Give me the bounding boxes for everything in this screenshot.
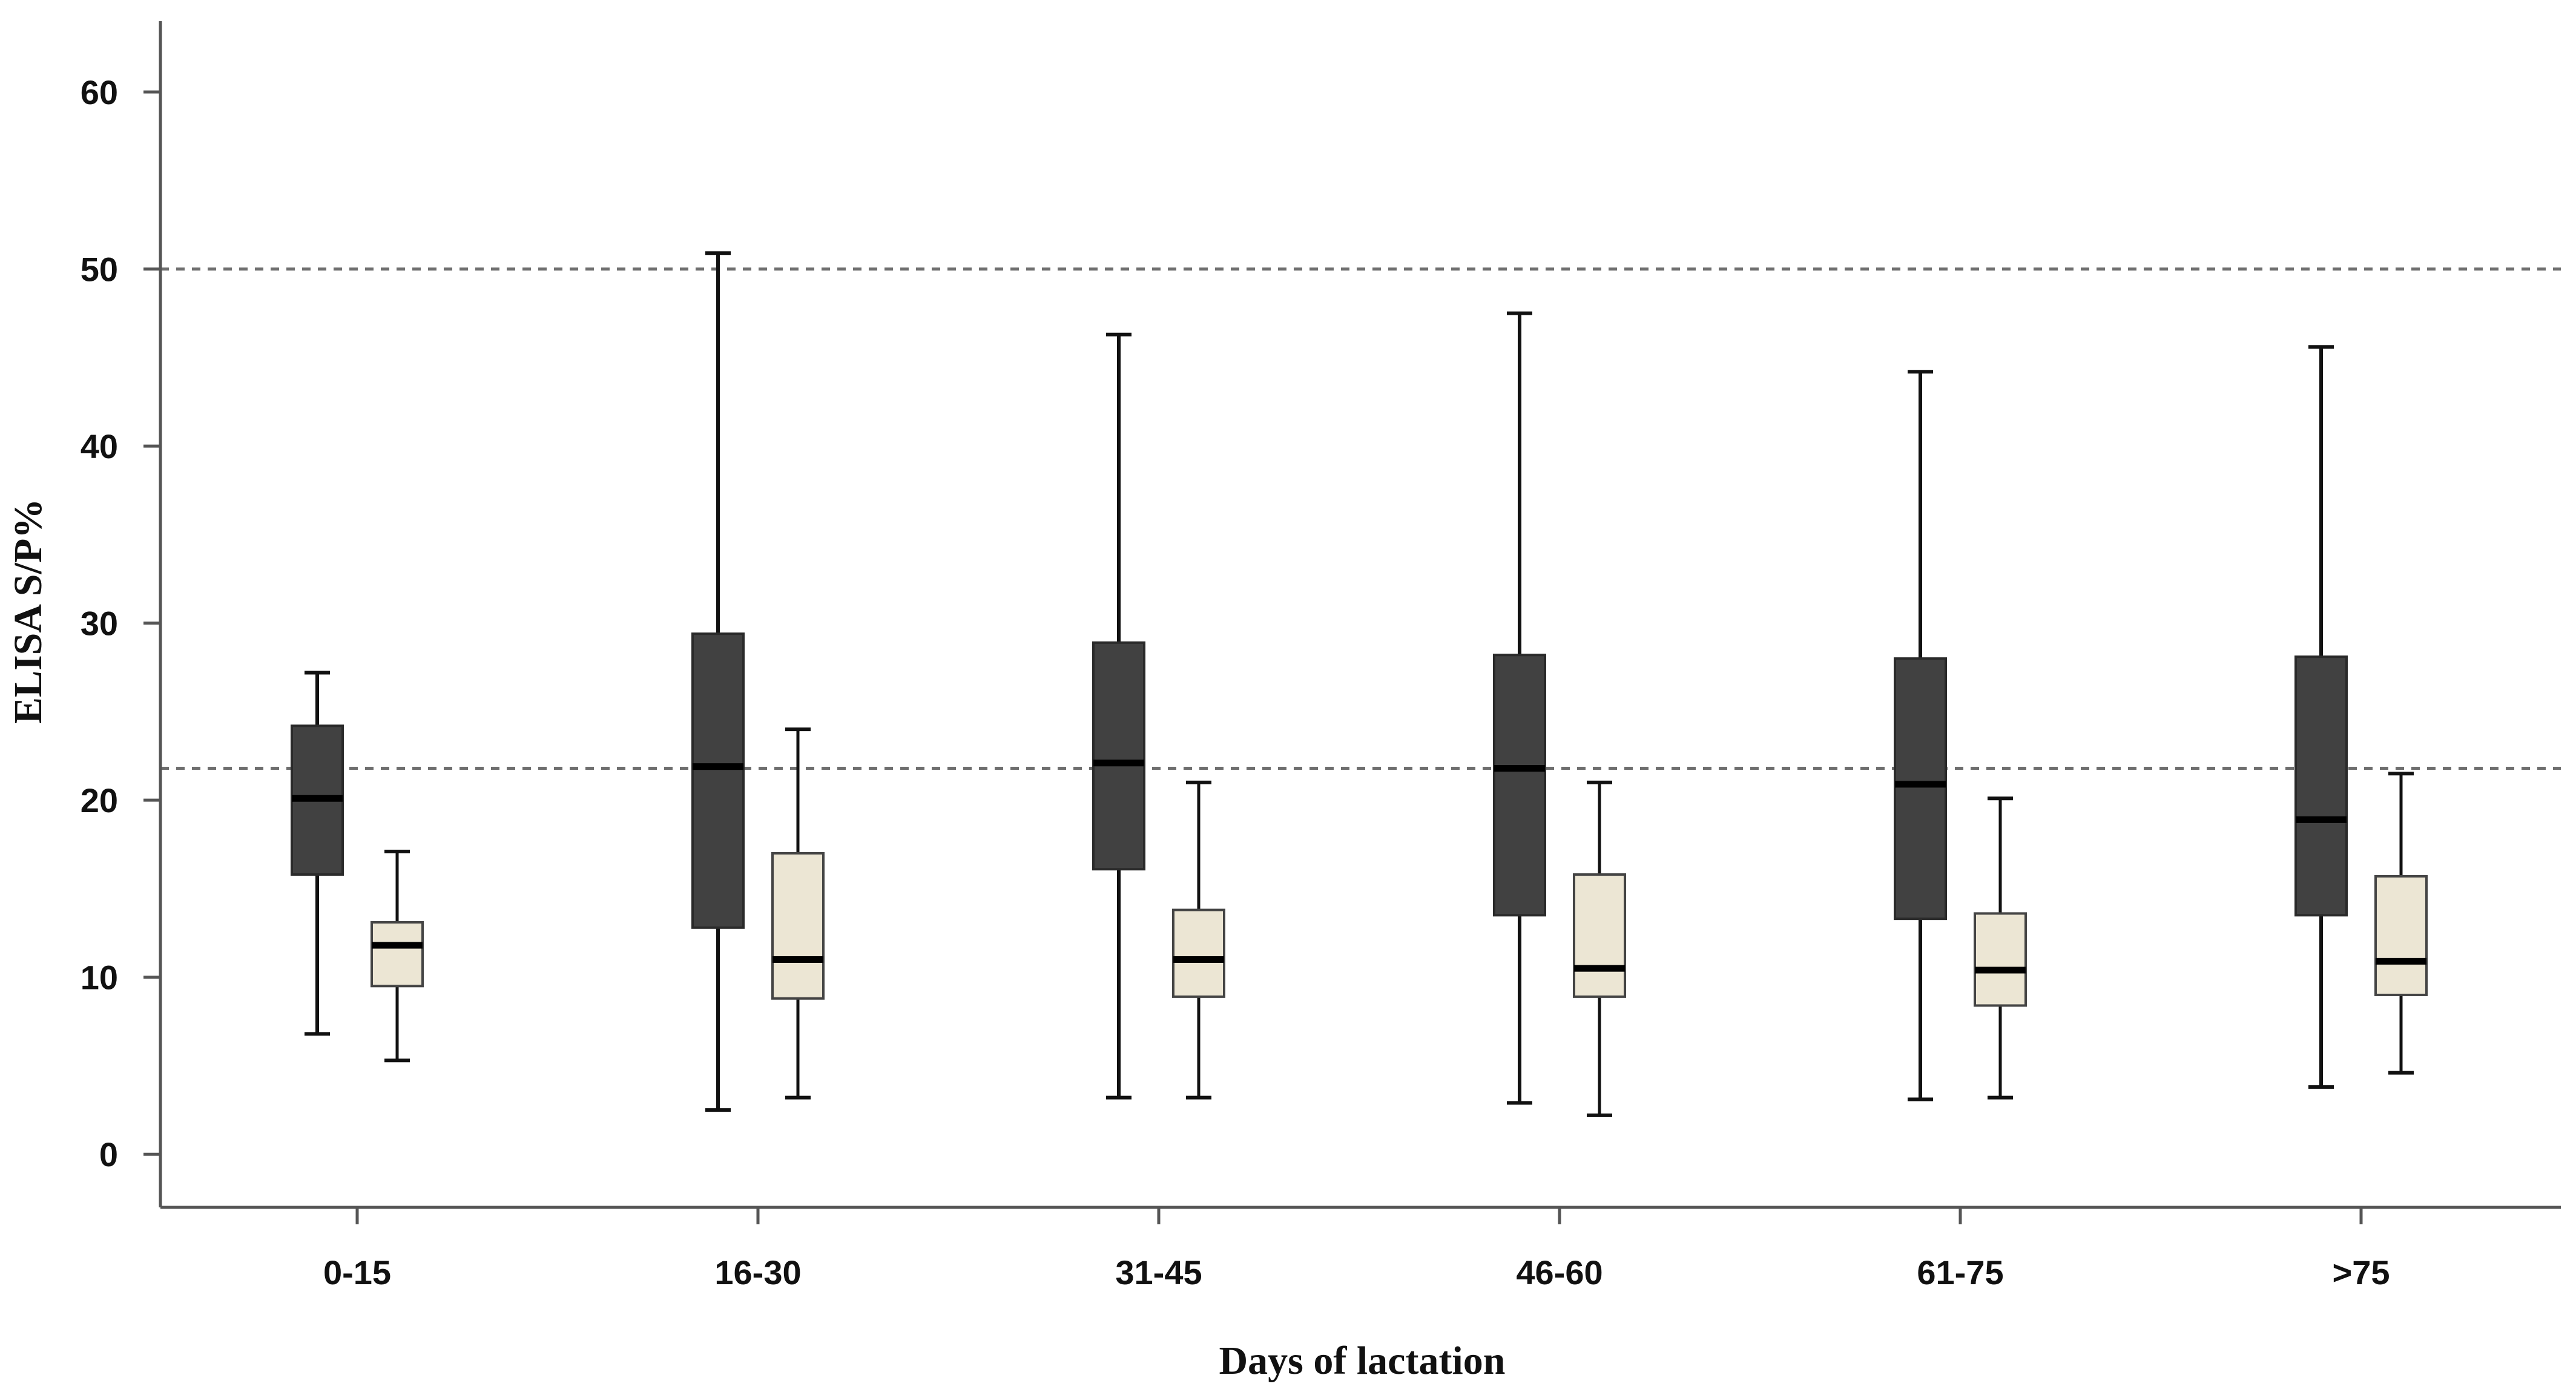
box-iqr — [1974, 912, 2027, 1007]
x-tick-label: 31-45 — [1115, 1253, 1202, 1291]
y-tick-label: 50 — [81, 251, 118, 289]
box-dark-3 — [1493, 311, 1546, 1105]
x-tick-label: 16-30 — [714, 1253, 801, 1291]
box-dark-4 — [1894, 370, 1947, 1101]
box-dark-5 — [2294, 345, 2348, 1089]
box-iqr — [1573, 873, 1626, 998]
box-light-1 — [771, 727, 825, 1100]
box-light-2 — [1172, 780, 1225, 1100]
box-iqr — [2294, 655, 2348, 917]
x-tick-label: 0-15 — [323, 1253, 391, 1291]
y-tick-label: 10 — [81, 959, 118, 997]
box-iqr — [1172, 908, 1225, 998]
y-tick-label: 0 — [99, 1135, 118, 1173]
box-dark-2 — [1092, 332, 1145, 1100]
box-iqr — [1493, 654, 1546, 917]
box-iqr — [1092, 641, 1145, 871]
y-tick-label: 30 — [81, 605, 118, 643]
box-iqr — [371, 921, 424, 988]
box-iqr — [771, 852, 825, 1000]
y-axis-title: ELISA S/P% — [6, 499, 50, 724]
box-dark-1 — [691, 251, 745, 1112]
box-light-0 — [371, 850, 424, 1063]
box-iqr — [691, 632, 745, 929]
x-tick-label: 46-60 — [1516, 1253, 1603, 1291]
x-tick-label: >75 — [2333, 1253, 2390, 1291]
x-axis-title: Days of lactation — [1219, 1339, 1506, 1383]
box-iqr — [1894, 657, 1947, 921]
y-tick-label: 20 — [81, 781, 118, 819]
box-light-4 — [1974, 796, 2027, 1100]
box-light-5 — [2374, 772, 2428, 1075]
y-tick-label: 60 — [81, 73, 118, 111]
x-tick-label: 61-75 — [1917, 1253, 2003, 1291]
y-tick-label: 40 — [81, 427, 118, 465]
box-dark-0 — [291, 671, 344, 1036]
box-light-3 — [1573, 780, 1626, 1117]
box-iqr — [2374, 875, 2428, 996]
